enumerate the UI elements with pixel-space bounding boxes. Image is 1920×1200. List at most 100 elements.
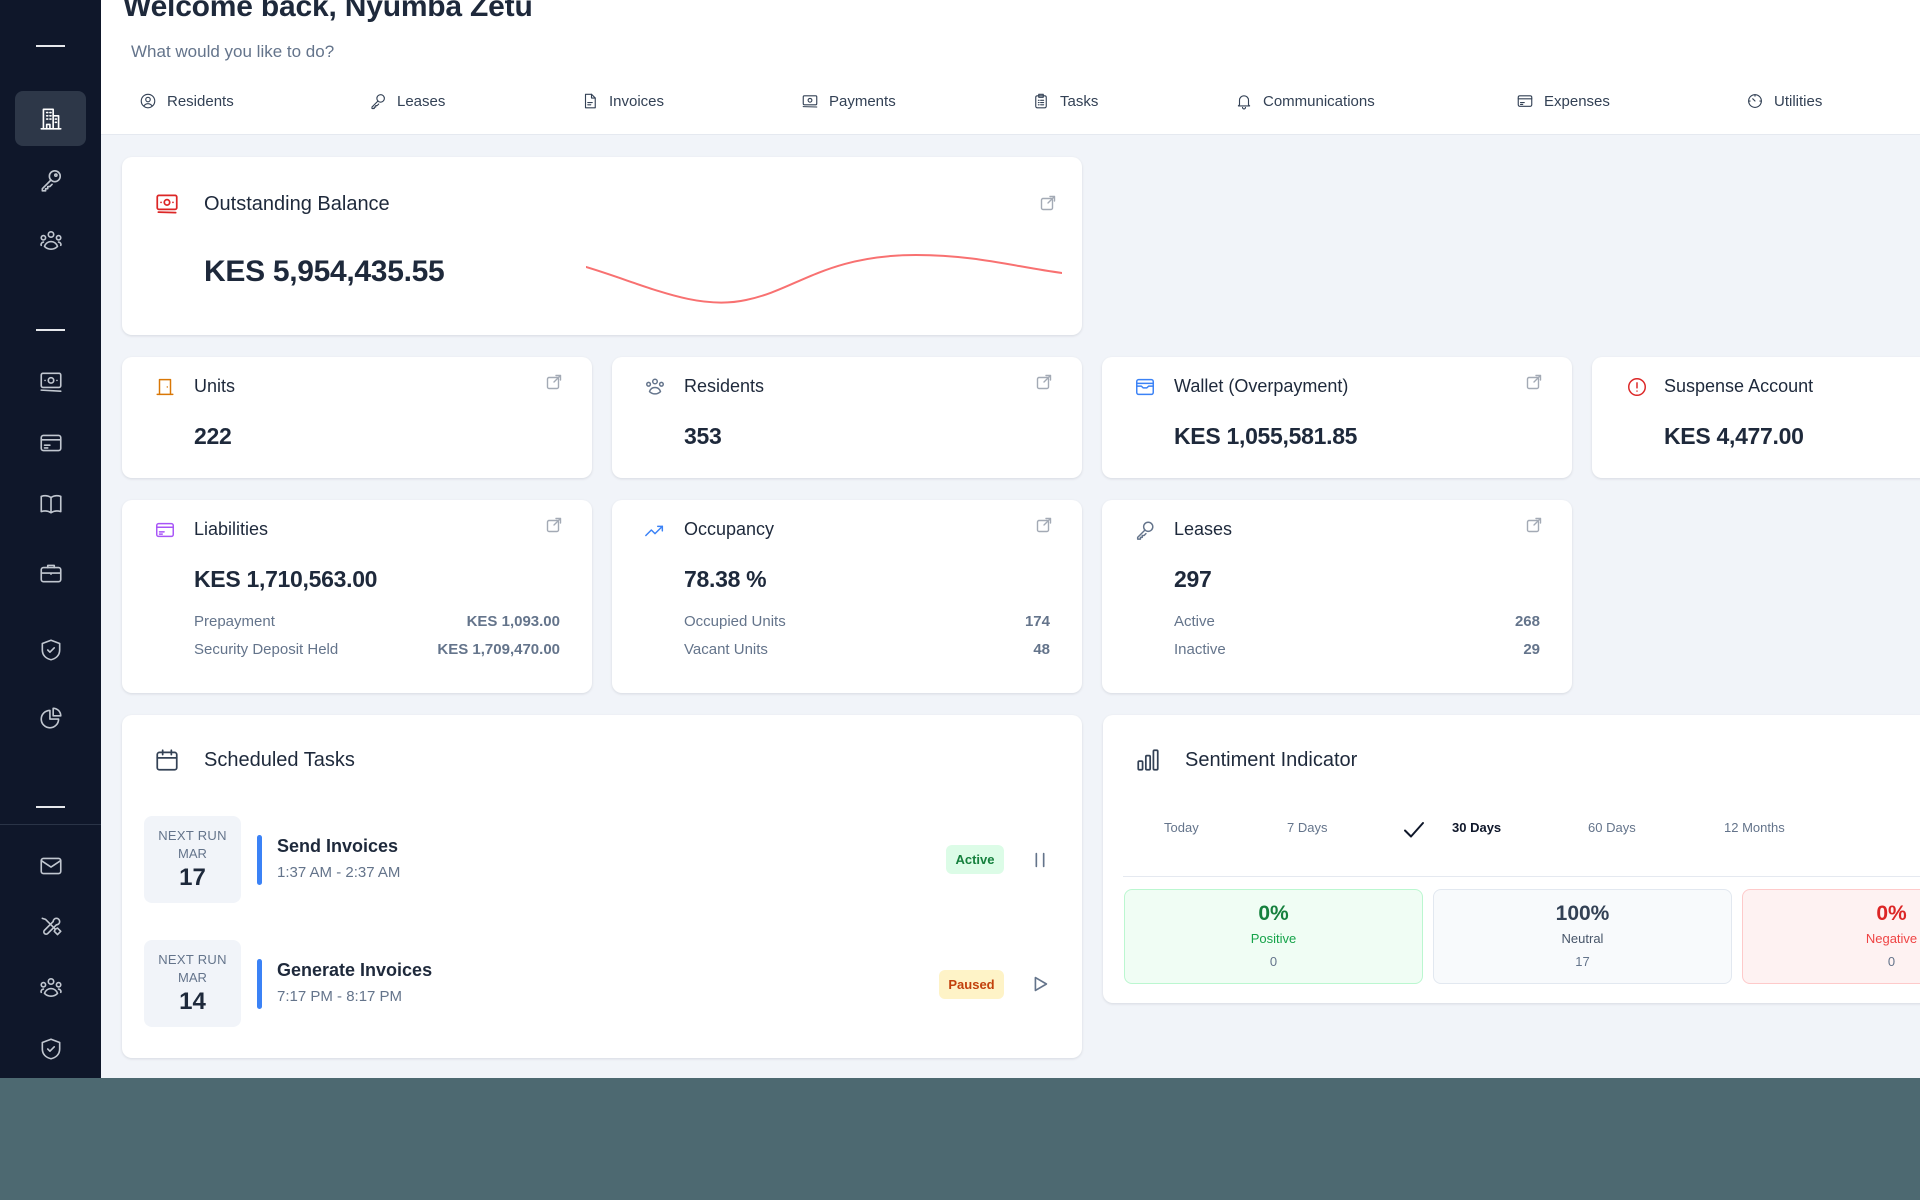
card-title: Leases (1174, 519, 1233, 539)
sentiment-count: 0 (1269, 954, 1278, 969)
sidebar-section-divider (36, 45, 65, 47)
task-accent-bar (257, 835, 262, 885)
banknotes-icon (802, 95, 818, 108)
card-title: Sentiment Indicator (1185, 749, 1358, 771)
open-link-icon[interactable] (546, 517, 562, 533)
row-label: Security Deposit Held (194, 641, 339, 658)
residents-card[interactable]: Residents 353 (612, 357, 1082, 478)
sidebar-item-leases[interactable] (15, 152, 86, 207)
building-icon (39, 107, 62, 130)
next-run-label: NEXT RUN (158, 828, 227, 843)
period-tab-12-months[interactable]: 12 Months (1724, 820, 1785, 835)
occupancy-value: 78.38 % (684, 566, 767, 592)
sentiment-label: Positive (1250, 931, 1297, 946)
open-link-icon[interactable] (1036, 517, 1052, 533)
app-window: Welcome back, Nyumba Zetu What would you… (0, 0, 1920, 1078)
card-title: Scheduled Tasks (204, 749, 355, 771)
sidebar-item-maintenance[interactable] (15, 899, 86, 954)
period-tab-today[interactable]: Today (1164, 820, 1199, 835)
wallet-card[interactable]: Wallet (Overpayment) KES 1,055,581.85 (1102, 357, 1572, 478)
period-tab-60-days[interactable]: 60 Days (1588, 820, 1636, 835)
pause-task-button[interactable] (1029, 849, 1051, 871)
next-run-month: MAR (178, 970, 207, 985)
quick-action-leases[interactable]: Leases (369, 92, 445, 110)
open-link-icon[interactable] (1040, 195, 1056, 211)
liabilities-breakdown-row: Prepayment KES 1,093.00 (194, 613, 560, 630)
wallet-icon (1134, 376, 1156, 403)
sentiment-neutral-box: 100% Neutral 17 (1433, 889, 1732, 984)
sidebar-item-payments[interactable] (15, 354, 86, 409)
outstanding-balance-card[interactable]: Outstanding Balance KES 5,954,435.55 (122, 157, 1082, 335)
units-value: 222 (194, 423, 232, 449)
clipboard-icon (1035, 93, 1047, 109)
quick-action-utilities[interactable]: Utilities (1746, 92, 1822, 110)
card-title: Units (194, 376, 236, 396)
quick-action-label: Communications (1263, 92, 1375, 110)
quick-action-communications[interactable]: Communications (1235, 92, 1375, 110)
sentiment-positive-box: 0% Positive 0 (1124, 889, 1423, 984)
quick-action-label: Leases (397, 92, 446, 110)
task-next-run-date: NEXT RUN MAR 14 (144, 940, 241, 1027)
suspense-account-card[interactable]: Suspense Account KES 4,477.00 (1592, 357, 1920, 478)
next-run-month: MAR (178, 846, 207, 861)
envelope-icon (39, 857, 62, 874)
open-link-icon[interactable] (1526, 374, 1542, 390)
quick-action-invoices[interactable]: Invoices (581, 92, 664, 110)
calendar-icon (154, 747, 180, 778)
quick-action-label: Tasks (1060, 92, 1099, 110)
units-card[interactable]: Units 222 (122, 357, 592, 478)
sidebar-item-reports[interactable] (15, 690, 86, 745)
banknotes-icon (39, 372, 62, 392)
leases-card[interactable]: Leases 297 Active 268 Inactive 29 (1102, 500, 1572, 693)
card-title: Suspense Account (1664, 376, 1814, 396)
page-title: Welcome back, Nyumba Zetu (123, 0, 533, 23)
wallet-value: KES 1,055,581.85 (1174, 423, 1358, 449)
row-label: Occupied Units (684, 613, 786, 630)
sidebar-item-security[interactable] (15, 1021, 86, 1076)
sidebar-item-vendors[interactable] (15, 545, 86, 600)
next-run-day: 17 (179, 864, 206, 891)
quick-action-label: Expenses (1544, 92, 1610, 110)
sidebar-item-billing[interactable] (15, 415, 86, 470)
user-circle-icon (140, 93, 156, 109)
period-tab-30-days[interactable]: 30 Days (1452, 820, 1502, 835)
sidebar (0, 0, 101, 1078)
task-name: Send Invoices (277, 836, 399, 856)
open-link-icon[interactable] (1036, 374, 1052, 390)
period-tab-7-days[interactable]: 7 Days (1287, 820, 1328, 835)
quick-action-tasks[interactable]: Tasks (1032, 92, 1098, 110)
open-link-icon[interactable] (546, 374, 562, 390)
sidebar-item-properties[interactable] (15, 91, 86, 146)
bell-icon (1237, 95, 1251, 110)
quick-action-label: Utilities (1774, 92, 1823, 110)
quick-action-expenses[interactable]: Expenses (1516, 92, 1610, 110)
quick-actions-nav: Residents Leases Invoices Payments Tasks… (101, 92, 1920, 116)
page-header: Welcome back, Nyumba Zetu What would you… (101, 0, 1920, 135)
page-subtitle: What would you like to do? (131, 42, 335, 61)
sidebar-item-compliance[interactable] (15, 622, 86, 677)
wrench-screwdriver-icon (41, 917, 62, 935)
liabilities-value: KES 1,710,563.00 (194, 566, 378, 592)
key-icon (1134, 519, 1156, 546)
next-run-day: 14 (179, 988, 206, 1015)
liabilities-card[interactable]: Liabilities KES 1,710,563.00 Prepayment … (122, 500, 592, 693)
resume-task-button[interactable] (1029, 973, 1051, 995)
sidebar-item-messages[interactable] (15, 838, 86, 893)
quick-action-residents[interactable]: Residents (139, 92, 234, 110)
quick-action-payments[interactable]: Payments (801, 92, 896, 110)
open-link-icon[interactable] (1526, 517, 1542, 533)
sidebar-section-divider (36, 329, 65, 331)
user-group-icon (39, 977, 62, 997)
sentiment-percent: 0% (1876, 902, 1907, 925)
occupancy-card[interactable]: Occupancy 78.38 % Occupied Units 174 Vac… (612, 500, 1082, 693)
sidebar-item-users[interactable] (15, 960, 86, 1015)
sidebar-item-residents[interactable] (15, 213, 86, 268)
credit-card-icon (1517, 95, 1533, 107)
residents-value: 353 (684, 423, 722, 449)
row-value: KES 1,709,470.00 (437, 641, 560, 658)
row-label: Inactive (1174, 641, 1226, 658)
sidebar-item-ledger[interactable] (15, 476, 86, 531)
card-title: Residents (684, 376, 765, 396)
gauge-icon (1748, 94, 1762, 108)
liabilities-breakdown-row: Security Deposit Held KES 1,709,470.00 (194, 641, 560, 658)
